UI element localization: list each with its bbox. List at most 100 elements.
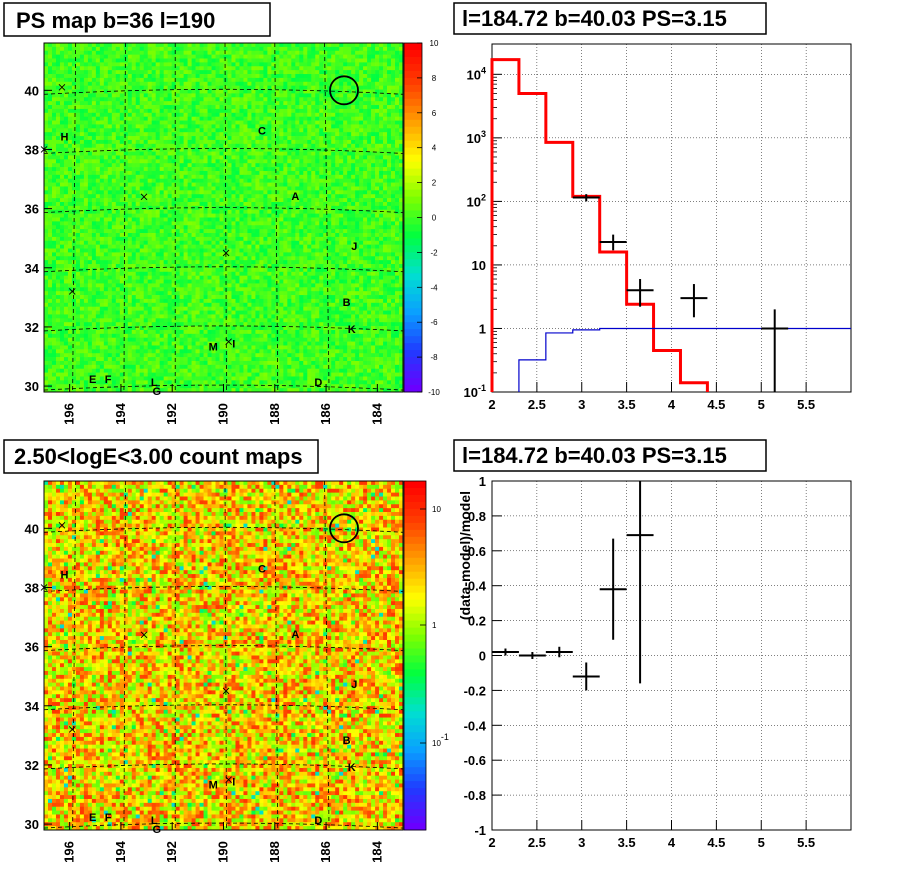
colorbar-cell <box>404 725 426 732</box>
source-label: C <box>258 126 266 138</box>
colorbar-cell <box>404 600 426 607</box>
bottom-left-title-text: 2.50<logE<3.00 count maps <box>14 444 303 469</box>
y-tick-label: 40 <box>25 83 39 98</box>
x-tick-label: 184 <box>369 402 384 424</box>
colorbar-cell <box>404 113 422 120</box>
colorbar-cell <box>404 301 422 308</box>
colorbar-cell <box>404 343 422 350</box>
colorbar-cell <box>404 781 426 788</box>
x-tick-label: 3.5 <box>618 397 636 412</box>
colorbar-cell <box>404 642 426 649</box>
x-tick-label: 4 <box>668 397 676 412</box>
colorbar-tick-label: 10-1 <box>432 732 449 748</box>
x-tick-label: 186 <box>318 841 333 863</box>
residual-plot: 2 2.5 3 3.5 4 4.5 5 5.5-1-0.8-0.6-0.4-0.200.20.… <box>457 474 851 850</box>
colorbar-cell <box>404 329 422 336</box>
colorbar-cell <box>404 530 426 537</box>
x-tick-label: 2.5 <box>528 397 546 412</box>
x-tick-label: 184 <box>369 840 384 862</box>
y-tick-label: 104 <box>467 65 486 82</box>
colorbar-tick-label: -2 <box>430 248 438 257</box>
colorbar-cell <box>404 155 422 162</box>
x-tick-label: 194 <box>113 840 128 862</box>
colorbar-cell <box>404 481 426 488</box>
colorbar-cell <box>404 816 426 823</box>
colorbar-tick-label: 4 <box>432 144 437 153</box>
x-tick-label: 4 <box>668 835 676 850</box>
y-tick-label: 30 <box>25 379 39 394</box>
colorbar-cell <box>404 676 426 683</box>
colorbar-cell <box>404 169 422 176</box>
source-label: H <box>61 132 69 144</box>
y-tick-label: 1 <box>479 321 486 336</box>
y-tick-label: 32 <box>25 320 39 335</box>
colorbar-cell <box>404 197 422 204</box>
colorbar-cell <box>404 572 426 579</box>
colorbar-cell <box>404 656 426 663</box>
x-tick-label: 192 <box>164 841 179 863</box>
colorbar-cell <box>404 697 426 704</box>
source-label: A <box>291 629 299 641</box>
y-tick-label: 102 <box>467 192 486 209</box>
colorbar-cell <box>404 669 426 676</box>
colorbar-cell <box>404 509 426 516</box>
y-tick-label: -0.2 <box>464 683 486 698</box>
source-label: D <box>314 815 322 827</box>
colorbar-cell <box>404 315 422 322</box>
source-label: B <box>343 735 351 747</box>
colorbar-cell <box>404 690 426 697</box>
colorbar-tick-label: 6 <box>432 109 437 118</box>
map-pixels <box>44 43 403 392</box>
x-tick-label: 2 <box>488 835 495 850</box>
x-tick-label: 186 <box>318 403 333 425</box>
colorbar-cell <box>404 266 422 273</box>
top-left-title-text: PS map b=36 l=190 <box>16 8 215 33</box>
colorbar-cell <box>404 259 422 266</box>
colorbar-cell <box>404 64 422 71</box>
colorbar-cell <box>404 134 422 141</box>
colorbar-cell <box>404 245 422 252</box>
bottom-right-title-text: l=184.72 b=40.03 PS=3.15 <box>462 443 727 468</box>
x-tick-label: 3.5 <box>618 835 636 850</box>
y-tick-label: 30 <box>25 817 39 832</box>
source-label: E <box>89 812 96 824</box>
colorbar-cell <box>404 106 422 113</box>
y-tick-label: -0.4 <box>464 718 487 733</box>
y-tick-label: 32 <box>25 758 39 773</box>
colorbar-cell <box>404 788 426 795</box>
y-tick-label: 10-1 <box>464 383 486 400</box>
map-pixels <box>44 481 403 830</box>
colorbar-cell <box>404 43 422 50</box>
colorbar-cell <box>404 746 426 753</box>
colorbar-tick-label: 2 <box>432 179 437 188</box>
colorbar-cell <box>404 120 422 127</box>
x-tick-label: 5.5 <box>797 835 815 850</box>
colorbar-cell <box>404 385 422 392</box>
source-label: D <box>314 377 322 389</box>
colorbar-cell <box>404 662 426 669</box>
colorbar-tick-label: 0 <box>432 214 437 223</box>
x-tick-label: 188 <box>267 841 282 863</box>
colorbar-cell <box>404 802 426 809</box>
source-label: E <box>89 374 96 386</box>
colorbar-cell <box>404 224 422 231</box>
colorbar-cell <box>404 287 422 294</box>
y-tick-label: 34 <box>25 699 40 714</box>
x-tick-label: 5 <box>758 397 765 412</box>
colorbar-cell <box>404 614 426 621</box>
source-label: A <box>291 191 299 203</box>
bottom-right-title: l=184.72 b=40.03 PS=3.15 <box>454 440 766 471</box>
colorbar-cell <box>404 322 422 329</box>
colorbar-tick-label: 10 <box>430 39 439 48</box>
colorbar-cell <box>404 607 426 614</box>
y-tick-label: 36 <box>25 640 39 655</box>
source-label: K <box>348 762 356 774</box>
y-tick-label: 0 <box>479 649 486 664</box>
x-tick-label: 192 <box>164 403 179 425</box>
source-label: I <box>232 777 235 789</box>
y-tick-label: 34 <box>25 261 40 276</box>
x-tick-label: 188 <box>267 403 282 425</box>
source-label: B <box>343 297 351 309</box>
